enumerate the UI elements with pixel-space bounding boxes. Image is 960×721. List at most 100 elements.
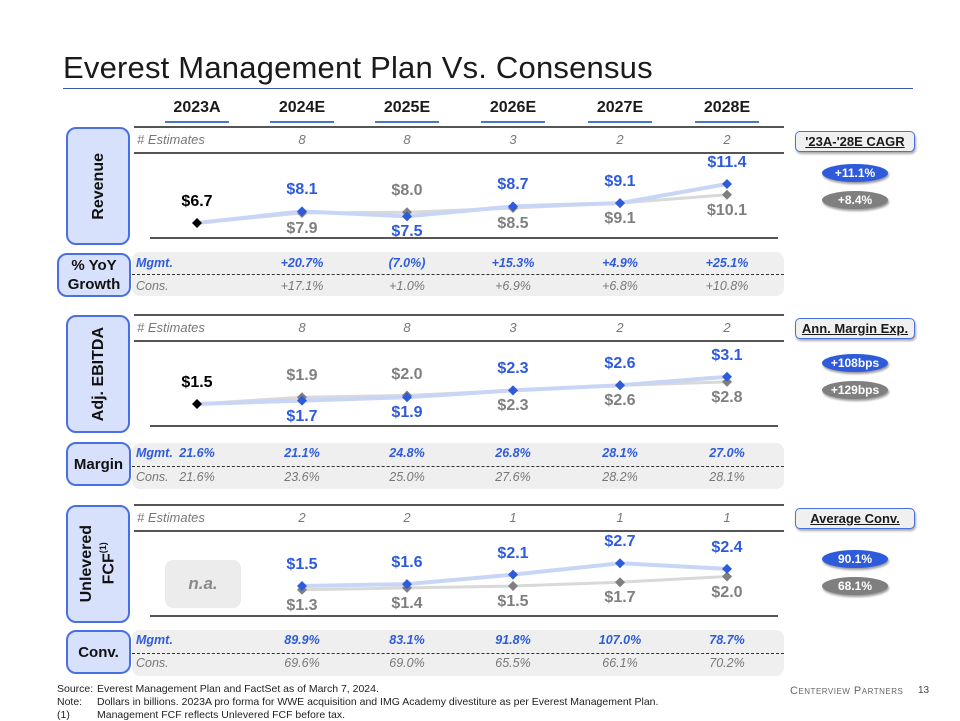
- mgmt-marker: [402, 211, 412, 222]
- avg-conv-cons-pill: 68.1%: [822, 577, 888, 595]
- estimate-count: 2: [723, 132, 731, 147]
- page-number: 13: [918, 685, 930, 696]
- cons-value: 28.2%: [602, 470, 638, 484]
- mgmt-value-label: $1.7: [286, 407, 318, 425]
- year-underline: [165, 121, 229, 123]
- mgmt-marker: [402, 579, 412, 590]
- mgmt-value-label: $8.1: [286, 181, 318, 199]
- estimates-label: # Estimates: [137, 320, 205, 335]
- cons-value-label: $1.7: [604, 589, 636, 607]
- cons-value: 23.6%: [284, 470, 320, 484]
- estimates-label: # Estimates: [137, 510, 205, 525]
- fcf-label-box: Unlevered FCF(1): [66, 505, 130, 623]
- estimate-count: 8: [403, 132, 411, 147]
- title-divider: [63, 88, 913, 89]
- actual-marker: [192, 399, 202, 409]
- estimates-label: # Estimates: [137, 132, 205, 147]
- year-underline: [588, 121, 652, 123]
- year-header: 2024E: [278, 99, 326, 116]
- mgmt-value: 83.1%: [389, 633, 425, 647]
- cons-value-label: $2.0: [391, 365, 423, 383]
- cons-value-label: $8.0: [391, 182, 423, 200]
- cons-marker: [722, 571, 732, 582]
- cons-value-label: $2.8: [711, 388, 743, 406]
- mgmt-value: 28.1%: [602, 446, 638, 460]
- cons-row-label: Cons.: [136, 656, 169, 670]
- actual-marker: [192, 218, 202, 228]
- dashed-divider: [132, 653, 784, 654]
- estimate-count: 8: [403, 320, 411, 335]
- mgmt-value: (7.0%): [388, 256, 426, 270]
- mgmt-row-label: Mgmt.: [136, 446, 173, 460]
- divider: [134, 152, 784, 154]
- cons-value-label: $2.6: [604, 392, 636, 410]
- cons-marker: [722, 376, 732, 387]
- estimate-count: 1: [723, 510, 731, 525]
- revenue-label-box: Revenue: [66, 127, 130, 245]
- divider: [134, 126, 784, 128]
- avg-conv-mgmt-pill: 90.1%: [822, 550, 888, 568]
- cagr-mgmt-pill: +11.1%: [822, 164, 888, 182]
- growth-label-line1: % YoY: [71, 257, 117, 274]
- mgmt-value-label: $8.7: [497, 176, 529, 194]
- estimate-count: 2: [723, 320, 731, 335]
- cons-value: +6.8%: [602, 279, 638, 293]
- cagr-title: '23A-'28E CAGR: [795, 131, 915, 152]
- cons-value-label: $2.3: [497, 397, 529, 415]
- cons-value: +6.9%: [495, 279, 531, 293]
- mgmt-marker: [722, 371, 732, 382]
- footer-note: Note: Dollars in billions. 2023A pro form…: [57, 696, 659, 708]
- divider: [150, 615, 778, 617]
- year-underline: [375, 121, 439, 123]
- estimate-count: 2: [616, 132, 624, 147]
- avg-conv-title: Average Conv.: [795, 508, 915, 529]
- mgmt-value-label: $1.5: [286, 556, 318, 573]
- mgmt-value: 21.6%: [179, 446, 215, 460]
- mgmt-value-label: $11.4: [707, 153, 747, 171]
- conv-label-box: Conv.: [66, 630, 131, 674]
- actual-value-label: $1.5: [181, 374, 213, 391]
- mgmt-value-label: $2.6: [604, 355, 636, 373]
- mgmt-line: [196, 374, 728, 406]
- cons-value: 70.2%: [709, 656, 745, 670]
- actual-value-label: $6.7: [181, 193, 213, 210]
- growth-label-line2: Growth: [67, 276, 121, 293]
- mgmt-value: 107.0%: [598, 633, 642, 647]
- mgmt-marker: [615, 198, 625, 209]
- estimate-count: 1: [616, 510, 624, 525]
- mgmt-value-label: $2.4: [711, 538, 743, 556]
- estimate-count: 8: [298, 320, 306, 335]
- estimate-count: 8: [298, 132, 306, 147]
- margin-label: Margin: [73, 455, 124, 473]
- mgmt-value-label: $9.1: [604, 173, 636, 191]
- mgmt-value: 78.7%: [709, 633, 745, 647]
- mgmt-value: 89.9%: [284, 633, 320, 647]
- cons-value-label: $8.5: [497, 215, 529, 233]
- cons-marker: [615, 577, 625, 588]
- cons-value-label: $7.9: [286, 220, 318, 238]
- mgmt-value-label: $3.1: [711, 346, 743, 364]
- mgmt-value-label: $7.5: [391, 223, 423, 241]
- margin-exp-cons-pill: +129bps: [822, 381, 888, 399]
- mgmt-marker: [297, 395, 307, 406]
- cons-value: 65.5%: [495, 656, 531, 670]
- cons-row-label: Cons.: [136, 470, 169, 484]
- year-header: 2025E: [383, 99, 431, 116]
- estimate-count: 3: [509, 320, 517, 335]
- divider: [134, 530, 784, 532]
- divider: [150, 237, 778, 239]
- mgmt-marker: [297, 581, 307, 591]
- cons-value-label: $1.5: [497, 593, 529, 610]
- cons-value-label: $1.3: [286, 596, 318, 614]
- mgmt-marker: [508, 385, 518, 396]
- mgmt-value-label: $2.7: [604, 533, 636, 551]
- mgmt-row-label: Mgmt.: [136, 633, 173, 647]
- cons-value-label: $2.0: [711, 583, 743, 601]
- cons-row-label: Cons.: [136, 279, 169, 293]
- not-available-box: n.a.: [165, 560, 241, 608]
- cons-value: 25.0%: [389, 470, 425, 484]
- mgmt-row-label: Mgmt.: [136, 256, 173, 270]
- mgmt-value: 21.1%: [284, 446, 320, 460]
- mgmt-value: +4.9%: [602, 256, 638, 270]
- estimate-count: 2: [298, 510, 306, 525]
